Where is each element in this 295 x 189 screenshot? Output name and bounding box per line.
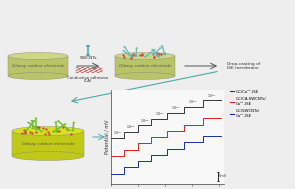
Ellipse shape (135, 56, 137, 57)
Legend: GC/Ca²⁺-ISE, GC/CA-SWCNTs/
Ca²⁺-ISE, GC/SWCNTs/
Ca²⁺-ISE: GC/Ca²⁺-ISE, GC/CA-SWCNTs/ Ca²⁺-ISE, GC/… (230, 90, 266, 118)
Text: $10^{-2}$: $10^{-2}$ (189, 98, 198, 106)
Ellipse shape (72, 130, 74, 131)
Ellipse shape (122, 50, 125, 51)
Text: Drop-casting of
ISE membrane: Drop-casting of ISE membrane (227, 62, 260, 70)
Text: 5mV: 5mV (219, 174, 227, 178)
Ellipse shape (55, 122, 57, 123)
Ellipse shape (153, 54, 155, 55)
Ellipse shape (164, 54, 166, 55)
Ellipse shape (144, 56, 147, 57)
Ellipse shape (115, 73, 175, 80)
Ellipse shape (64, 124, 66, 125)
Ellipse shape (25, 130, 27, 131)
Text: $10^{-4}$: $10^{-4}$ (155, 111, 164, 119)
Text: $10^{-5}$: $10^{-5}$ (140, 117, 149, 125)
Ellipse shape (135, 48, 138, 49)
Text: $10^{-6}$: $10^{-6}$ (126, 123, 136, 131)
Ellipse shape (153, 49, 156, 50)
Ellipse shape (35, 129, 37, 130)
Ellipse shape (35, 118, 37, 119)
Ellipse shape (8, 73, 68, 80)
Ellipse shape (27, 122, 30, 123)
Ellipse shape (128, 54, 131, 55)
Ellipse shape (8, 53, 68, 60)
Ellipse shape (68, 130, 71, 131)
Ellipse shape (73, 122, 75, 123)
Ellipse shape (158, 56, 160, 57)
Text: Glassy carbon electrode: Glassy carbon electrode (22, 142, 74, 146)
Text: (CA): (CA) (84, 79, 92, 83)
Ellipse shape (86, 45, 90, 47)
Y-axis label: Potential / mV: Potential / mV (104, 120, 109, 154)
Text: $10^{-1}$: $10^{-1}$ (207, 92, 217, 100)
Polygon shape (12, 131, 84, 156)
Text: SWCNTs: SWCNTs (79, 56, 97, 60)
Polygon shape (8, 56, 68, 76)
Ellipse shape (151, 49, 154, 50)
Ellipse shape (57, 121, 60, 122)
Ellipse shape (159, 47, 162, 49)
Ellipse shape (115, 53, 175, 60)
Ellipse shape (52, 131, 55, 132)
Ellipse shape (12, 152, 84, 160)
Ellipse shape (31, 120, 33, 121)
Ellipse shape (12, 126, 84, 136)
Ellipse shape (32, 128, 34, 129)
Text: $10^{-7}$: $10^{-7}$ (113, 130, 122, 137)
Text: Glassy carbon electrode: Glassy carbon electrode (12, 64, 64, 68)
Text: Glassy carbon electrode: Glassy carbon electrode (119, 64, 171, 68)
Ellipse shape (161, 46, 163, 47)
Ellipse shape (33, 120, 36, 122)
Text: $10^{-3}$: $10^{-3}$ (171, 105, 180, 112)
Ellipse shape (40, 131, 43, 132)
Text: Conductive adhesion: Conductive adhesion (67, 76, 109, 80)
Ellipse shape (86, 54, 90, 56)
Ellipse shape (130, 56, 133, 57)
Polygon shape (115, 56, 175, 76)
Ellipse shape (123, 46, 126, 47)
